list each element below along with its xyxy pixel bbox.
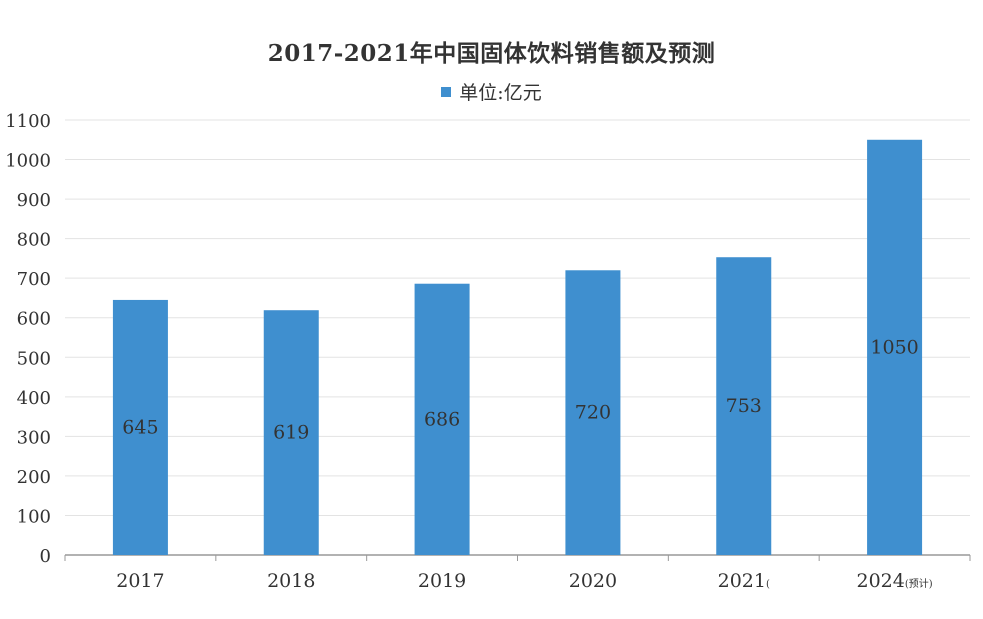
x-tick-year: 2024 xyxy=(856,570,904,592)
y-tick-label: 1100 xyxy=(5,111,51,132)
y-tick-label: 600 xyxy=(17,309,51,330)
y-tick-label: 500 xyxy=(17,348,51,369)
y-tick-label: 400 xyxy=(17,388,51,409)
y-tick-label: 200 xyxy=(17,467,51,488)
legend-label: 单位:亿元 xyxy=(459,82,542,104)
chart-title: 2017-2021年中国固体饮料销售额及预测 xyxy=(267,40,716,67)
data-label: 645 xyxy=(122,416,158,438)
bar xyxy=(112,299,168,555)
x-tick-label: 2024(预计) xyxy=(856,570,932,592)
x-tick-label: 2018 xyxy=(267,570,315,592)
x-tick-label: 2017 xyxy=(116,570,164,592)
y-tick-label: 1000 xyxy=(5,151,51,172)
bar xyxy=(414,283,470,555)
y-tick-label: 700 xyxy=(17,269,51,290)
bar xyxy=(716,257,772,555)
x-tick-year: 2018 xyxy=(267,570,315,592)
legend-swatch xyxy=(441,86,452,97)
y-tick-label: 100 xyxy=(17,506,51,527)
bar xyxy=(565,270,621,555)
x-tick-year: 2020 xyxy=(569,570,617,592)
legend: 单位:亿元 xyxy=(0,78,983,105)
x-tick-note: ( xyxy=(766,579,770,590)
x-tick-year: 2019 xyxy=(418,570,466,592)
data-label: 619 xyxy=(273,422,309,444)
y-tick-label: 800 xyxy=(17,230,51,251)
y-tick-label: 0 xyxy=(40,546,51,567)
y-tick-label: 900 xyxy=(17,190,51,211)
x-tick-note: (预计) xyxy=(905,577,933,590)
x-tick-label: 2019 xyxy=(418,570,466,592)
data-label: 720 xyxy=(575,402,611,424)
data-label: 753 xyxy=(726,395,762,417)
data-label: 1050 xyxy=(870,336,918,358)
x-tick-year: 2017 xyxy=(116,570,164,592)
bar xyxy=(263,310,319,555)
x-tick-label: 2021( xyxy=(718,570,770,592)
data-label: 686 xyxy=(424,408,460,430)
bar xyxy=(867,139,923,556)
x-tick-year: 2021 xyxy=(718,570,766,592)
y-tick-label: 300 xyxy=(17,427,51,448)
x-tick-label: 2020 xyxy=(569,570,617,592)
